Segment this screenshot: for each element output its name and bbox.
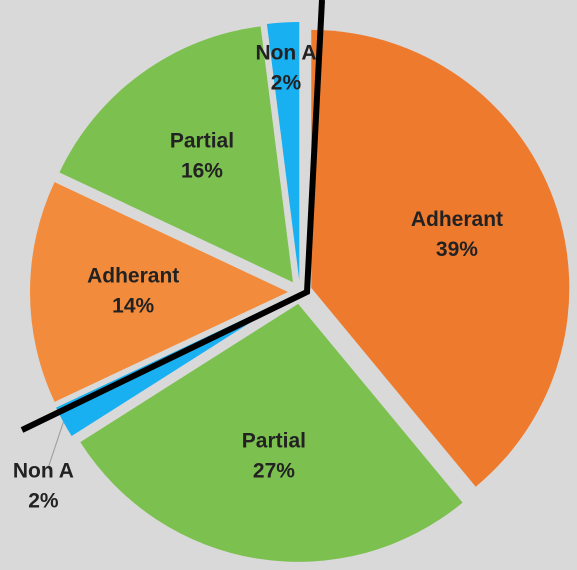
slice-value-label: 27% <box>253 459 295 482</box>
pie-slice <box>311 29 570 487</box>
pie-slice <box>59 26 293 283</box>
pie-slice <box>80 303 463 562</box>
pie-slice <box>56 297 290 437</box>
slice-category: Non A <box>13 460 74 483</box>
slice-value-label: 2% <box>28 490 59 513</box>
slice-category: Non A <box>255 41 316 64</box>
slice-value-label: 2% <box>271 71 302 94</box>
labels: Adherant 39% Partial 27% Non A 2% Adherant 14% P… <box>13 41 503 512</box>
slice-category: Partial <box>242 429 306 452</box>
pie-slice <box>266 22 300 281</box>
slice-value-label: 39% <box>436 238 478 261</box>
slice-category: Adherant <box>87 265 179 288</box>
pie-slice <box>30 182 289 402</box>
divider-line <box>20 0 325 433</box>
slice-category: Adherant <box>411 208 503 231</box>
slice-value-label: 14% <box>112 295 154 318</box>
leader-line <box>47 421 64 468</box>
slice-category: Partial <box>170 130 234 153</box>
slice-value-label: 16% <box>181 160 223 183</box>
slices <box>30 22 570 562</box>
